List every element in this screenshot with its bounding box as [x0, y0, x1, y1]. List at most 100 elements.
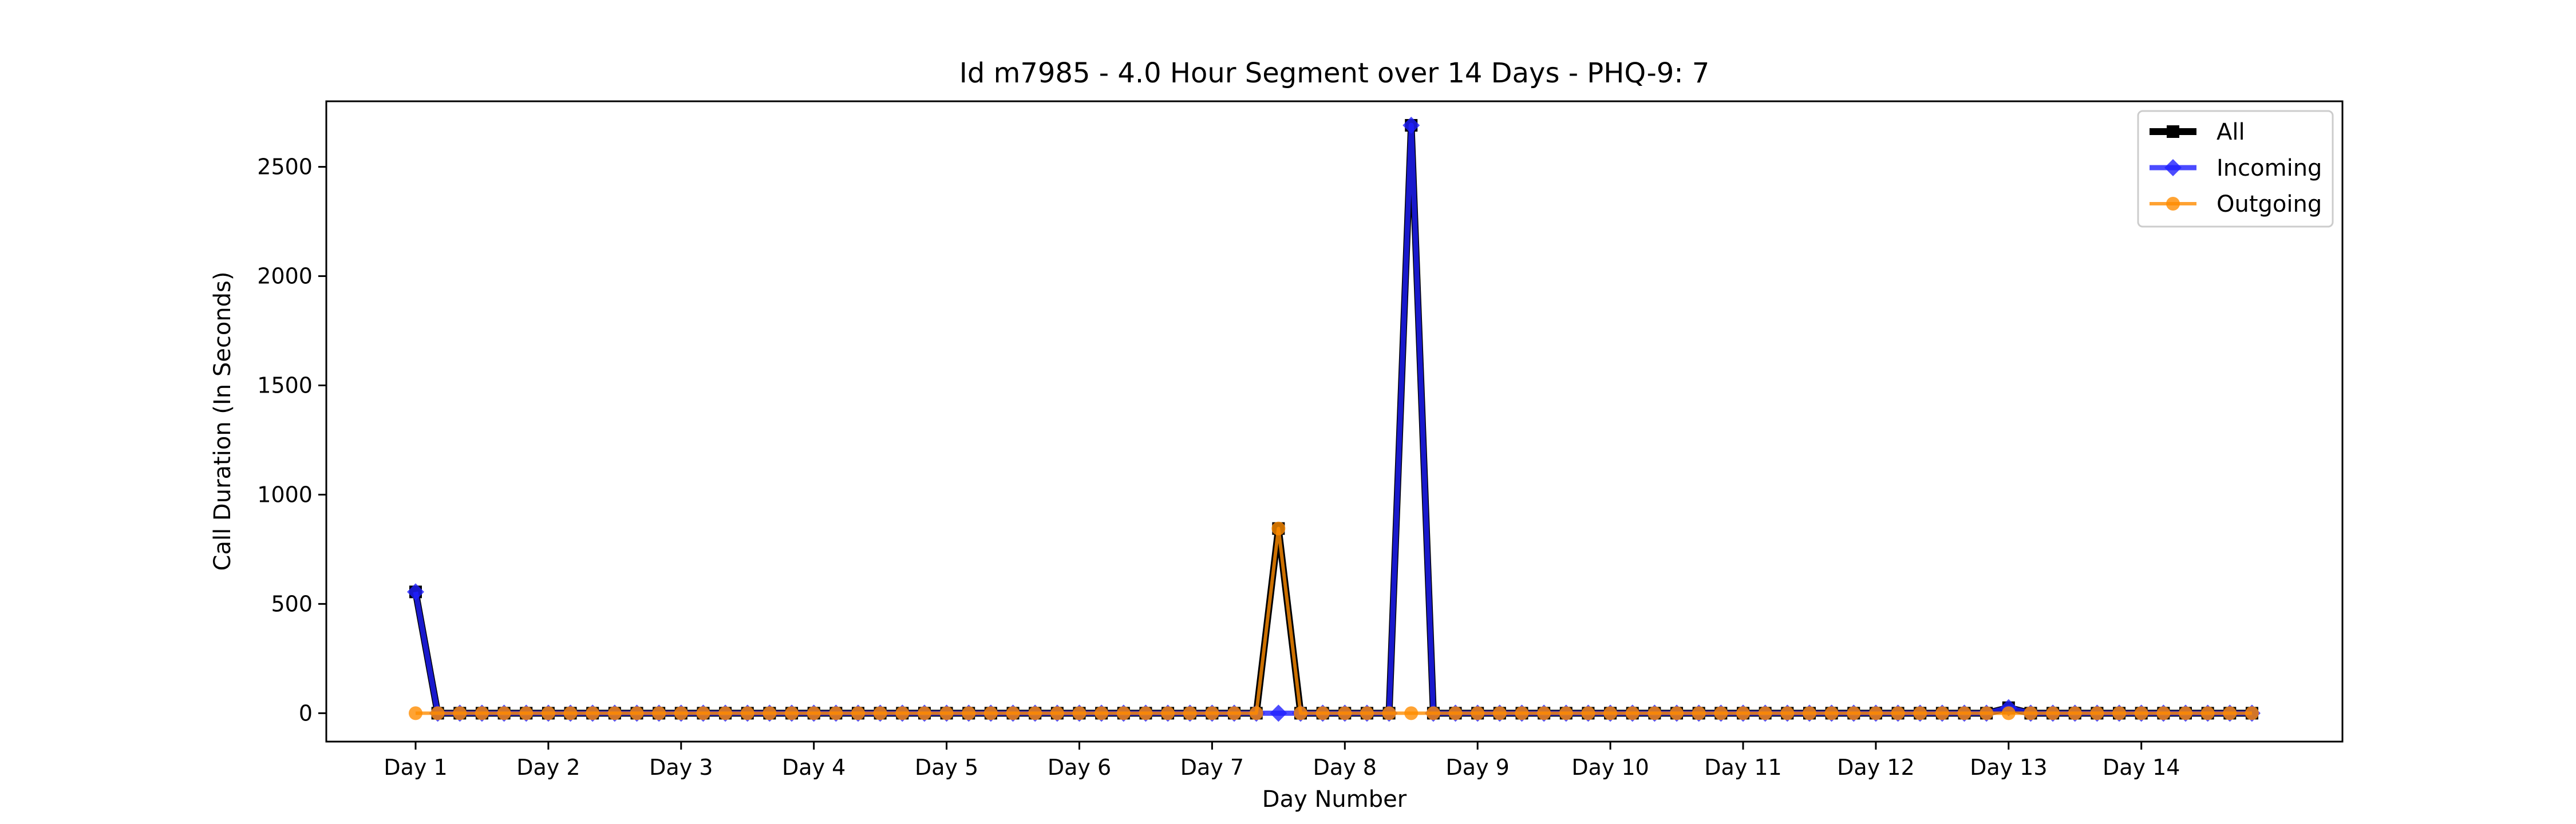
data-point: [2156, 706, 2171, 720]
data-point: [1426, 706, 1440, 720]
data-point: [1006, 706, 1020, 720]
data-point: [519, 706, 534, 720]
data-point: [1692, 706, 1706, 720]
data-point: [785, 706, 799, 720]
data-point: [983, 706, 998, 720]
data-point: [1647, 706, 1662, 720]
data-point: [2112, 706, 2127, 720]
data-point: [1161, 706, 1175, 720]
data-point: [2090, 706, 2104, 720]
y-axis: 0 500 1000 1500 2000 2500: [257, 154, 326, 726]
data-point: [1714, 706, 1728, 720]
data-point: [939, 706, 954, 720]
data-point: [407, 583, 424, 601]
data-point: [430, 706, 445, 720]
legend-marker: [2166, 197, 2180, 211]
data-point: [1315, 706, 1330, 720]
data-point: [541, 706, 555, 720]
x-tick-label: Day 1: [384, 755, 447, 780]
data-point: [851, 706, 865, 720]
x-tick-label: Day 14: [2103, 755, 2180, 780]
data-point: [895, 706, 910, 720]
data-point: [1448, 706, 1463, 720]
data-point: [1360, 706, 1374, 720]
data-point: [1072, 706, 1086, 720]
series-outgoing: [409, 521, 2259, 720]
data-point: [2223, 706, 2237, 720]
x-axis: Day 1 Day 2 Day 3 Day 4 Day 5 Day 6 Day 7 Day 8…: [384, 742, 2180, 780]
y-tick-label: 0: [299, 700, 313, 726]
x-tick-label: Day 9: [1446, 755, 1510, 780]
data-point: [1338, 706, 1352, 720]
x-tick-label: Day 11: [1704, 755, 1781, 780]
series-incoming: [407, 117, 2261, 722]
data-point: [1271, 521, 1286, 536]
data-point: [1183, 706, 1197, 720]
data-point: [2001, 706, 2016, 720]
series-layer: [407, 117, 2261, 722]
data-point: [453, 706, 467, 720]
data-point: [1913, 706, 1927, 720]
data-point: [762, 706, 777, 720]
data-point: [2024, 706, 2038, 720]
y-tick-label: 2000: [257, 264, 313, 289]
legend-label: All: [2217, 119, 2245, 145]
data-point: [630, 706, 644, 720]
x-tick-label: Day 12: [1837, 755, 1914, 780]
legend-label: Incoming: [2217, 155, 2322, 181]
data-point: [1625, 706, 1639, 720]
x-axis-title: Day Number: [1262, 786, 1407, 813]
data-point: [1847, 706, 1861, 720]
legend-marker: [2164, 159, 2182, 176]
data-point: [652, 706, 666, 720]
series-line: [416, 526, 2252, 715]
data-point: [1758, 706, 1772, 720]
x-tick-label: Day 7: [1180, 755, 1244, 780]
data-point: [1249, 706, 1263, 720]
data-point: [1116, 706, 1131, 720]
y-tick-label: 2500: [257, 154, 313, 180]
data-point: [1780, 706, 1795, 720]
data-point: [2134, 706, 2148, 720]
data-point: [1670, 706, 1684, 720]
legend-box: [2137, 110, 2334, 228]
data-point: [1935, 706, 1949, 720]
data-point: [1559, 706, 1573, 720]
data-point: [1868, 706, 1883, 720]
data-point: [718, 706, 733, 720]
legend: All Incoming Outgoing: [2137, 110, 2334, 228]
legend-label: Outgoing: [2217, 191, 2322, 217]
data-point: [1294, 706, 1307, 720]
data-point: [696, 706, 710, 720]
data-point: [1957, 706, 1971, 720]
data-point: [1227, 706, 1242, 720]
x-tick-label: Day 2: [516, 755, 580, 780]
x-tick-label: Day 4: [782, 755, 846, 780]
data-point: [674, 706, 688, 720]
data-point: [1736, 706, 1750, 720]
data-point: [607, 706, 622, 720]
data-point: [2200, 706, 2215, 720]
data-point: [829, 706, 843, 720]
y-tick-label: 500: [271, 591, 313, 616]
data-point: [1139, 706, 1153, 720]
data-point: [1382, 706, 1396, 720]
chart-title: Id m7985 - 4.0 Hour Segment over 14 Days…: [959, 57, 1710, 89]
legend-marker: [2167, 125, 2179, 138]
data-point: [1492, 706, 1507, 720]
x-tick-label: Day 6: [1048, 755, 1111, 780]
data-point: [962, 706, 976, 720]
data-point: [1402, 117, 1420, 134]
plot-area: [325, 100, 2344, 743]
data-point: [1802, 706, 1816, 720]
data-point: [1404, 706, 1419, 720]
data-point: [807, 706, 821, 720]
data-point: [1471, 706, 1485, 720]
series-all: [409, 119, 2258, 720]
data-point: [1270, 704, 1287, 722]
data-point: [2179, 706, 2192, 720]
data-point: [740, 706, 754, 720]
data-point: [1205, 706, 1219, 720]
